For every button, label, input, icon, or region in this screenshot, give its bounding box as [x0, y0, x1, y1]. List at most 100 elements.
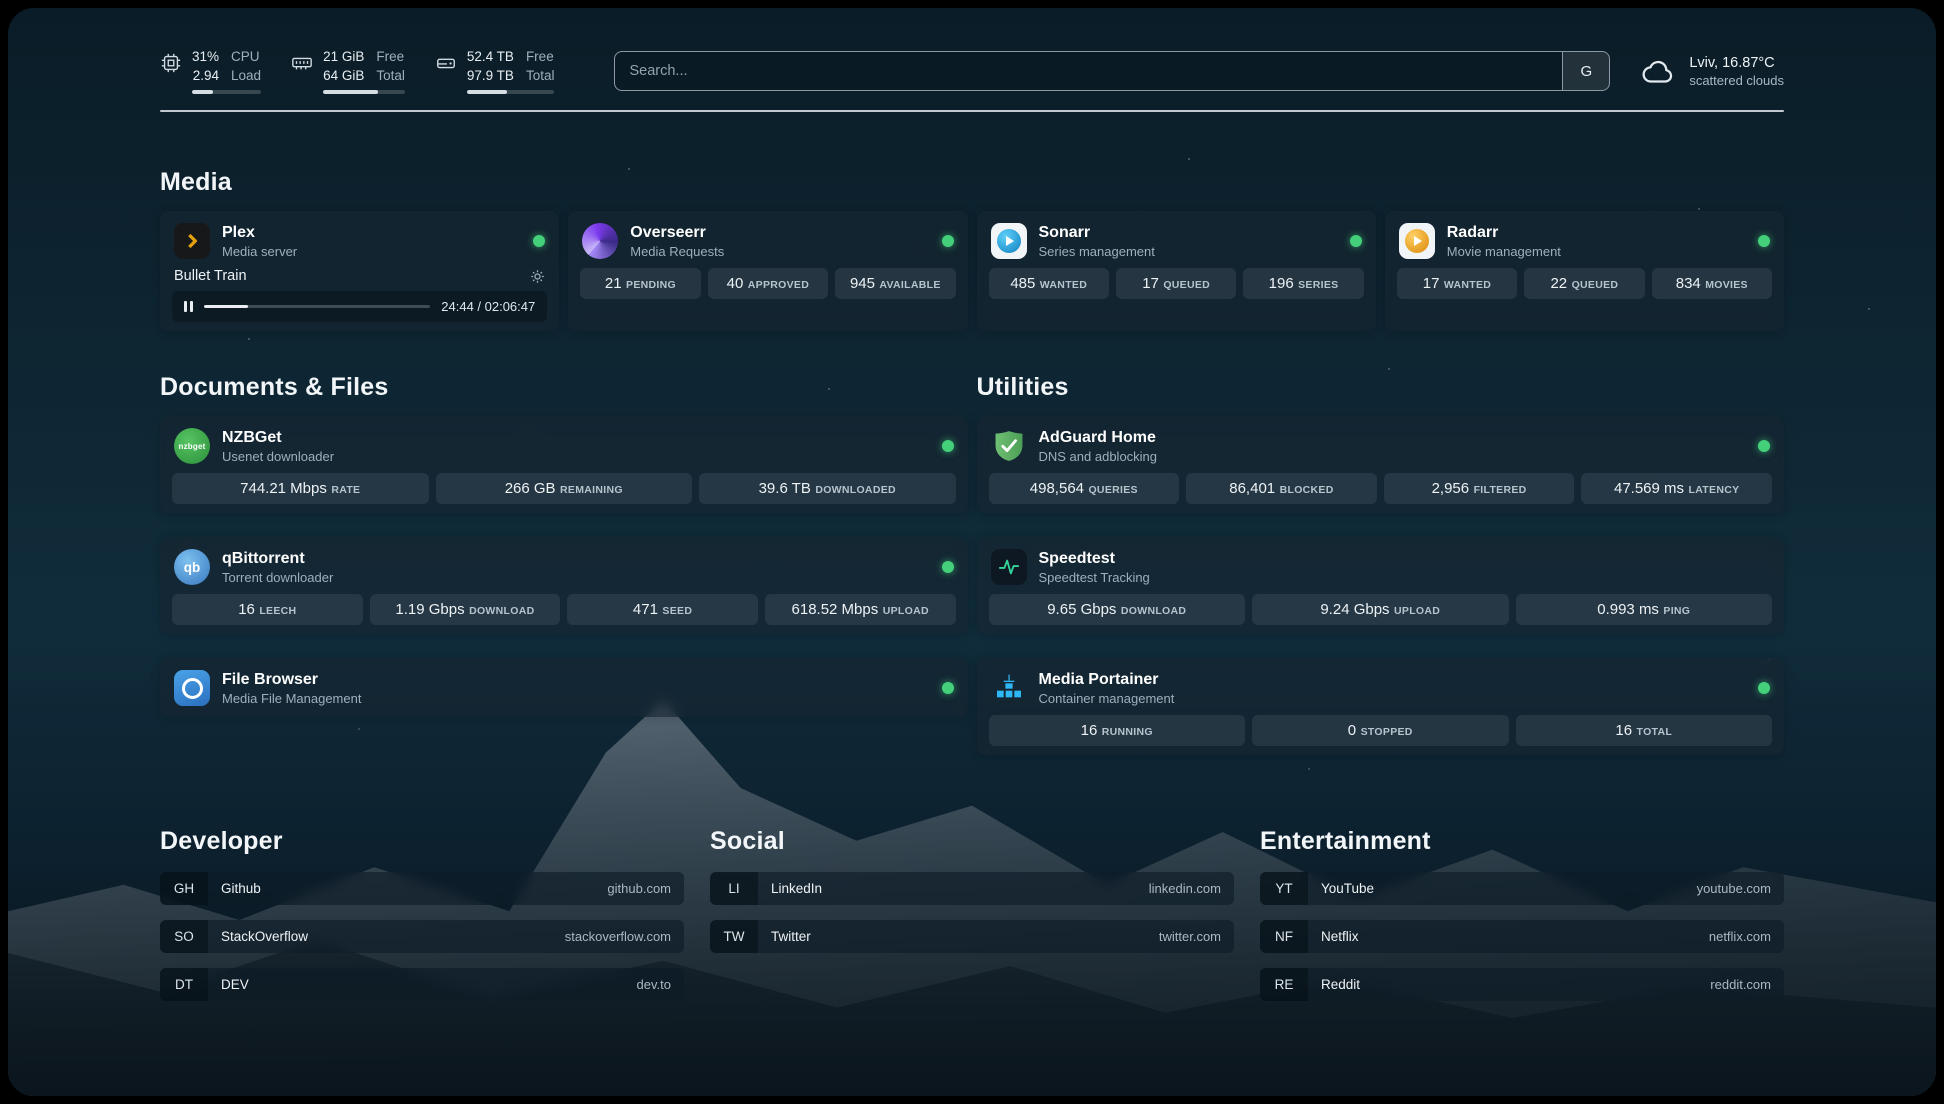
memory-total-value: 64 GiB [323, 68, 365, 84]
service-link-plex[interactable]: Plex Media server [172, 221, 547, 268]
stat-block: 485 WANTED [988, 268, 1109, 300]
bookmark-abbr: GH [160, 872, 208, 906]
overseerr-icon [582, 223, 619, 260]
memory-usage-bar [323, 90, 405, 95]
stat-block: 16 TOTAL [1515, 715, 1772, 747]
stat-block: 39.6 TB DOWNLOADED [699, 473, 956, 505]
status-dot-online [941, 682, 954, 695]
bookmark-url: dev.to [636, 977, 671, 993]
section-title-social: Social [710, 827, 785, 856]
service-link-overseerr[interactable]: Overseerr Media Requests [580, 221, 955, 268]
bookmark-github[interactable]: GH Github github.com [160, 872, 684, 906]
bookmark-name: DEV [221, 977, 249, 993]
memory-free-value: 21 GiB [323, 49, 365, 64]
service-card-plex: Plex Media server Bullet Train [160, 211, 560, 332]
stat-value: 17 [1142, 275, 1159, 293]
bookmark-name: Github [221, 881, 261, 897]
service-link-sonarr[interactable]: Sonarr Series management [989, 221, 1364, 268]
cpu-load-label: Load [231, 68, 262, 84]
stat-block: 945 AVAILABLE [835, 268, 956, 300]
stat-value: 1.19 Gbps [395, 601, 465, 619]
stat-label: APPROVED [747, 279, 810, 292]
stat-value: 22 [1550, 275, 1568, 293]
stat-value: 47.569 ms [1613, 480, 1685, 498]
stat-block: 744.21 Mbps RATE [172, 473, 429, 505]
stat-value: 266 GB [504, 480, 556, 498]
bookmark-group-entertainment: Entertainment YT YouTube youtube.com NF … [1260, 827, 1784, 1016]
bookmark-abbr: LI [710, 872, 758, 906]
service-link-qbittorrent[interactable]: qb qBittorrent Torrent downloader [172, 547, 956, 594]
bookmark-url: linkedin.com [1148, 881, 1221, 897]
status-dot-online [1758, 235, 1770, 248]
filebrowser-icon [174, 670, 210, 707]
service-card-overseerr: Overseerr Media Requests 21 PENDING 40 A… [568, 211, 968, 332]
bookmark-dev[interactable]: DT DEV dev.to [160, 968, 684, 1002]
bookmark-youtube[interactable]: YT YouTube youtube.com [1260, 872, 1784, 906]
status-dot-online [533, 235, 546, 248]
status-dot-online [1758, 682, 1770, 695]
service-name: qBittorrent [222, 549, 305, 567]
cpu-usage-value: 31% [192, 49, 220, 64]
bookmark-url: netflix.com [1708, 929, 1771, 945]
stat-value: 21 [604, 275, 622, 293]
search-input[interactable] [615, 52, 1563, 91]
service-link-filebrowser[interactable]: File Browser Media File Management [172, 668, 956, 708]
stat-label: LATENCY [1688, 484, 1740, 497]
cpu-usage-bar [192, 90, 262, 95]
stat-label: QUEUED [1571, 279, 1619, 292]
bookmark-name: YouTube [1321, 881, 1375, 897]
documents-column: Documents & Files nzbget NZBGet Usenet d… [160, 373, 968, 779]
stat-block: 9.65 Gbps DOWNLOAD [988, 594, 1245, 626]
stats-row: 21 PENDING 40 APPROVED 945 AVAILABLE [580, 268, 956, 300]
stat-block: 21 PENDING [580, 268, 701, 300]
sonarr-icon [990, 223, 1027, 260]
stats-row: 16 LEECH 1.19 Gbps DOWNLOAD 471 SEED 6 [172, 594, 956, 626]
bookmark-netflix[interactable]: NF Netflix netflix.com [1260, 920, 1784, 954]
service-name: NZBGet [222, 428, 282, 446]
background-stars [8, 8, 10, 10]
memory-free-label: Free [376, 49, 405, 64]
status-dot-online [941, 561, 954, 574]
radarr-icon [1398, 223, 1435, 260]
service-link-portainer[interactable]: Media Portainer Container management [989, 668, 1773, 715]
stats-row: 485 WANTED 17 QUEUED 196 SERIES [988, 268, 1364, 300]
nzbget-icon-text: nzbget [178, 441, 206, 451]
disk-usage-bar [466, 90, 555, 95]
bookmarks-section: Developer GH Github github.com SO StackO… [160, 827, 1784, 1016]
stat-block: 16 RUNNING [988, 715, 1245, 747]
gear-icon[interactable] [530, 269, 545, 284]
bookmark-url: reddit.com [1710, 977, 1771, 993]
stat-block: 834 MOVIES [1651, 268, 1773, 300]
bookmark-twitter[interactable]: TW Twitter twitter.com [710, 920, 1234, 954]
stat-value: 0 [1347, 722, 1357, 740]
stat-value: 744.21 Mbps [240, 480, 327, 498]
service-description: Movie management [1446, 243, 1561, 259]
pause-icon[interactable] [184, 301, 193, 313]
service-link-speedtest[interactable]: Speedtest Speedtest Tracking [989, 547, 1773, 594]
search-provider-button[interactable]: G [1562, 52, 1610, 91]
stat-block: 40 APPROVED [707, 268, 829, 300]
service-link-radarr[interactable]: Radarr Movie management [1397, 221, 1772, 268]
bookmark-reddit[interactable]: RE Reddit reddit.com [1260, 968, 1784, 1002]
disk-widget: 52.4 TB Free 97.9 TB Total [435, 48, 555, 95]
service-link-adguard[interactable]: AdGuard Home DNS and adblocking [989, 426, 1773, 473]
status-dot-online [1349, 235, 1362, 248]
playback-progress[interactable] [204, 305, 431, 309]
bookmark-stackoverflow[interactable]: SO StackOverflow stackoverflow.com [160, 920, 684, 954]
service-description: Series management [1038, 243, 1155, 259]
service-card-filebrowser: File Browser Media File Management [160, 658, 968, 718]
service-description: Media File Management [222, 690, 362, 706]
service-link-nzbget[interactable]: nzbget NZBGet Usenet downloader [172, 426, 956, 473]
stat-label: LEECH [259, 605, 297, 618]
section-title-entertainment: Entertainment [1260, 827, 1431, 856]
stat-value: 86,401 [1229, 480, 1276, 498]
bookmark-url: youtube.com [1696, 881, 1771, 897]
stat-label: DOWNLOADED [815, 484, 896, 497]
stat-label: UPLOAD [882, 605, 929, 618]
bookmark-group-developer: Developer GH Github github.com SO StackO… [160, 827, 684, 1016]
stat-block: 17 QUEUED [1115, 268, 1237, 300]
stat-value: 9.65 Gbps [1047, 601, 1117, 619]
bookmark-url: github.com [607, 881, 671, 897]
bookmark-name: Twitter [771, 929, 811, 945]
bookmark-linkedin[interactable]: LI LinkedIn linkedin.com [710, 872, 1234, 906]
